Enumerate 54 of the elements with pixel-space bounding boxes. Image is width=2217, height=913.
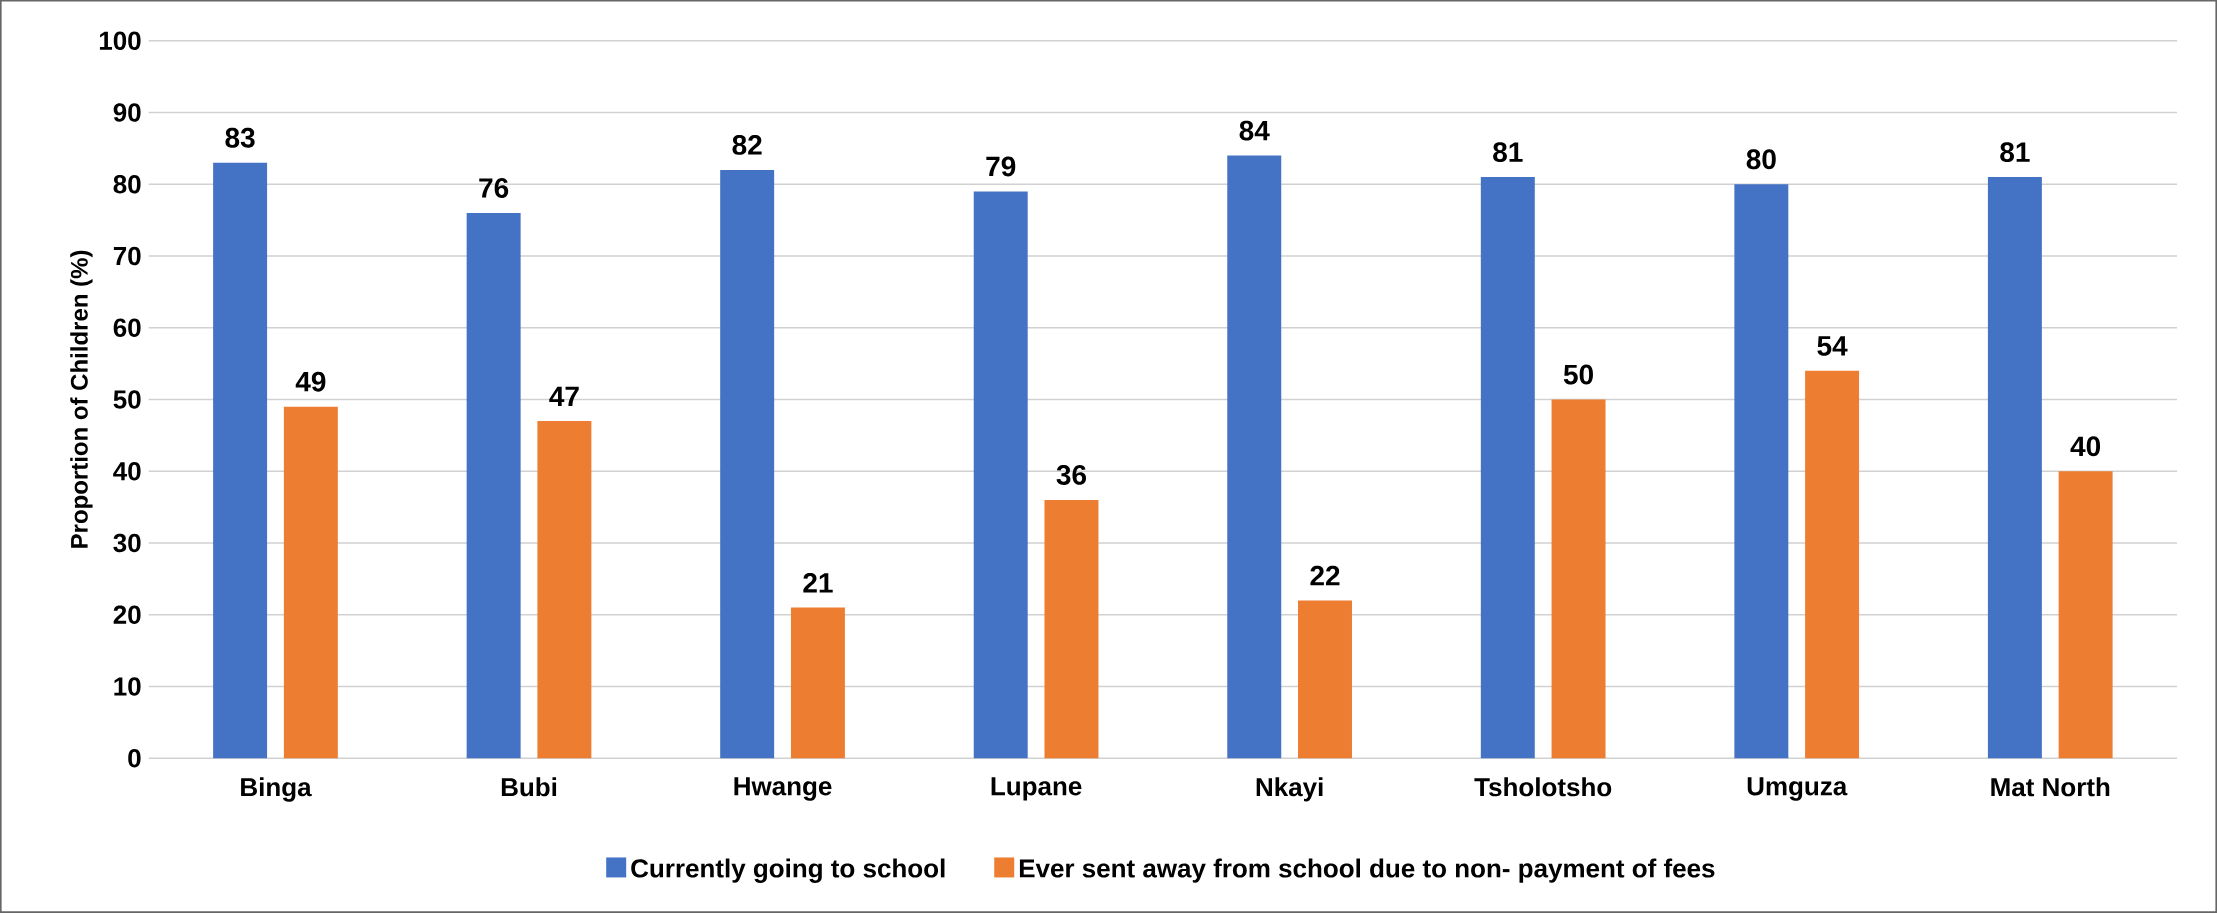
data-label: 47 — [549, 386, 579, 406]
y-tick-label: 40 — [113, 462, 141, 481]
x-tick-label: Umguza — [1747, 777, 1848, 801]
bar — [1044, 499, 1099, 759]
y-tick-label: 0 — [128, 749, 141, 768]
x-tick-label: Lupane — [991, 777, 1082, 801]
y-tick-label: 20 — [113, 605, 141, 624]
data-label: 36 — [1056, 465, 1087, 485]
bar — [1734, 184, 1789, 759]
bar — [2058, 471, 2113, 759]
bar — [213, 162, 268, 759]
y-tick-label: 100 — [99, 31, 141, 50]
bar — [1551, 399, 1606, 759]
x-tick-label: Mat North — [1991, 777, 2110, 797]
data-label: 80 — [1746, 149, 1776, 170]
y-axis-title: Proportion of Children (%) — [70, 250, 93, 548]
x-tick-label: Binga — [241, 777, 312, 802]
y-tick-label: 60 — [113, 318, 141, 337]
bar — [1805, 370, 1860, 759]
y-tick-label: 10 — [114, 677, 141, 696]
x-tick-label: Nkayi — [1256, 777, 1323, 802]
bar — [283, 406, 338, 759]
data-label: 84 — [1239, 120, 1270, 141]
data-label: 21 — [803, 572, 833, 593]
bar — [537, 421, 592, 759]
y-tick-label: 80 — [113, 175, 141, 194]
legend-label: Currently going to school — [631, 858, 945, 883]
x-tick-label: Hwange — [734, 777, 832, 801]
data-label: 79 — [986, 156, 1016, 177]
legend-label: Ever sent away from school due to non- payment of fees — [1019, 858, 1715, 883]
bar — [1480, 177, 1535, 759]
bar — [466, 212, 521, 759]
x-tick-label: Tsholotsho — [1474, 777, 1612, 797]
data-label: 76 — [479, 178, 509, 198]
bar — [1298, 600, 1352, 759]
y-tick-label: 90 — [113, 103, 141, 122]
data-label: 83 — [225, 127, 255, 148]
data-label: 50 — [1563, 364, 1593, 385]
data-label: 81 — [1493, 142, 1523, 163]
bar — [720, 169, 775, 759]
y-tick-label: 70 — [113, 246, 141, 266]
data-label: 22 — [1310, 565, 1340, 586]
y-tick-label: 30 — [113, 533, 141, 553]
y-tick-label: 50 — [113, 390, 141, 409]
bar — [1987, 177, 2042, 759]
data-label: 49 — [295, 371, 326, 392]
x-tick-label: Bubi — [501, 777, 557, 797]
bar — [1227, 155, 1282, 759]
data-label: 40 — [2070, 436, 2101, 457]
data-label: 54 — [1817, 336, 1848, 356]
data-label: 81 — [2000, 142, 2030, 163]
bar — [973, 191, 1028, 759]
data-label: 82 — [732, 135, 762, 155]
bar — [790, 607, 845, 759]
